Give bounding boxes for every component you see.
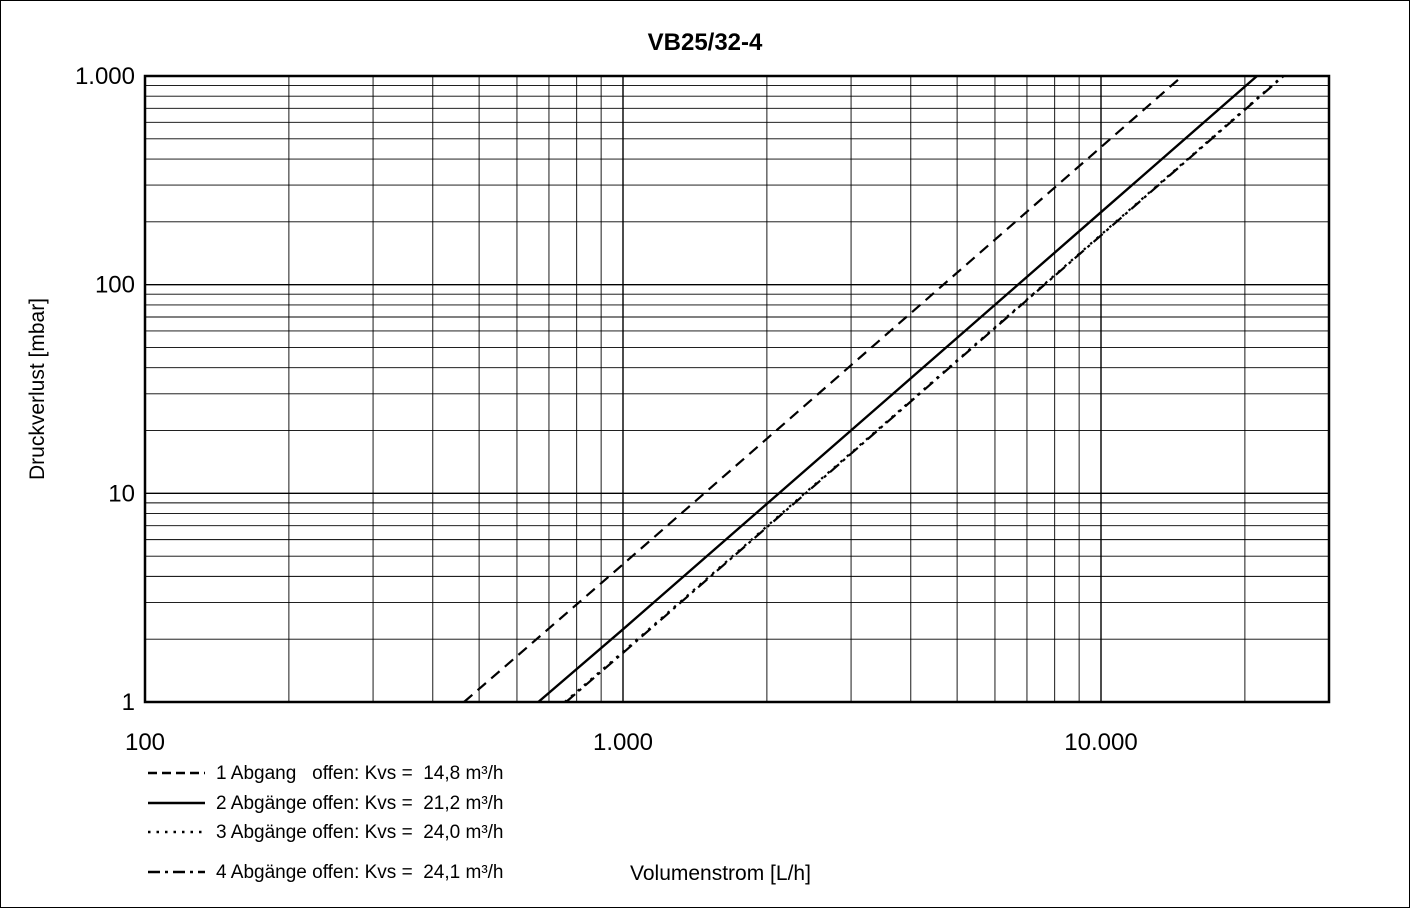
x-tick-label: 10.000 [1064,729,1137,756]
x-tick-labels: 100 1.000 10.000 [125,729,1138,756]
legend-label: 3 Abgänge offen: Kvs = 24,0 m³/h [216,822,504,843]
grid [145,76,1329,702]
legend: 1 Abgang offen: Kvs = 14,8 m³/h 2 Abgänge… [148,763,504,883]
y-tick-label: 1 [122,689,135,716]
y-tick-label: 100 [95,272,135,299]
series-line [565,75,1285,703]
y-tick-label: 1.000 [75,63,135,90]
x-tick-label: 1.000 [593,729,653,756]
legend-label: 4 Abgänge offen: Kvs = 24,1 m³/h [216,862,504,883]
y-tick-label: 10 [108,480,135,507]
series-layer [463,75,1285,703]
series-line [537,75,1258,703]
legend-label: 1 Abgang offen: Kvs = 14,8 m³/h [216,763,503,784]
y-tick-labels: 1 10 100 1.000 [75,63,135,716]
series-line [463,75,1184,703]
y-axis-label: Druckverlust [mbar] [26,298,49,480]
legend-label: 2 Abgänge offen: Kvs = 21,2 m³/h [216,793,504,814]
plot-area-border [143,74,1331,704]
x-tick-label: 100 [125,729,165,756]
chart-title: VB25/32-4 [648,29,763,56]
x-axis-label: Volumenstrom [L/h] [630,862,811,885]
